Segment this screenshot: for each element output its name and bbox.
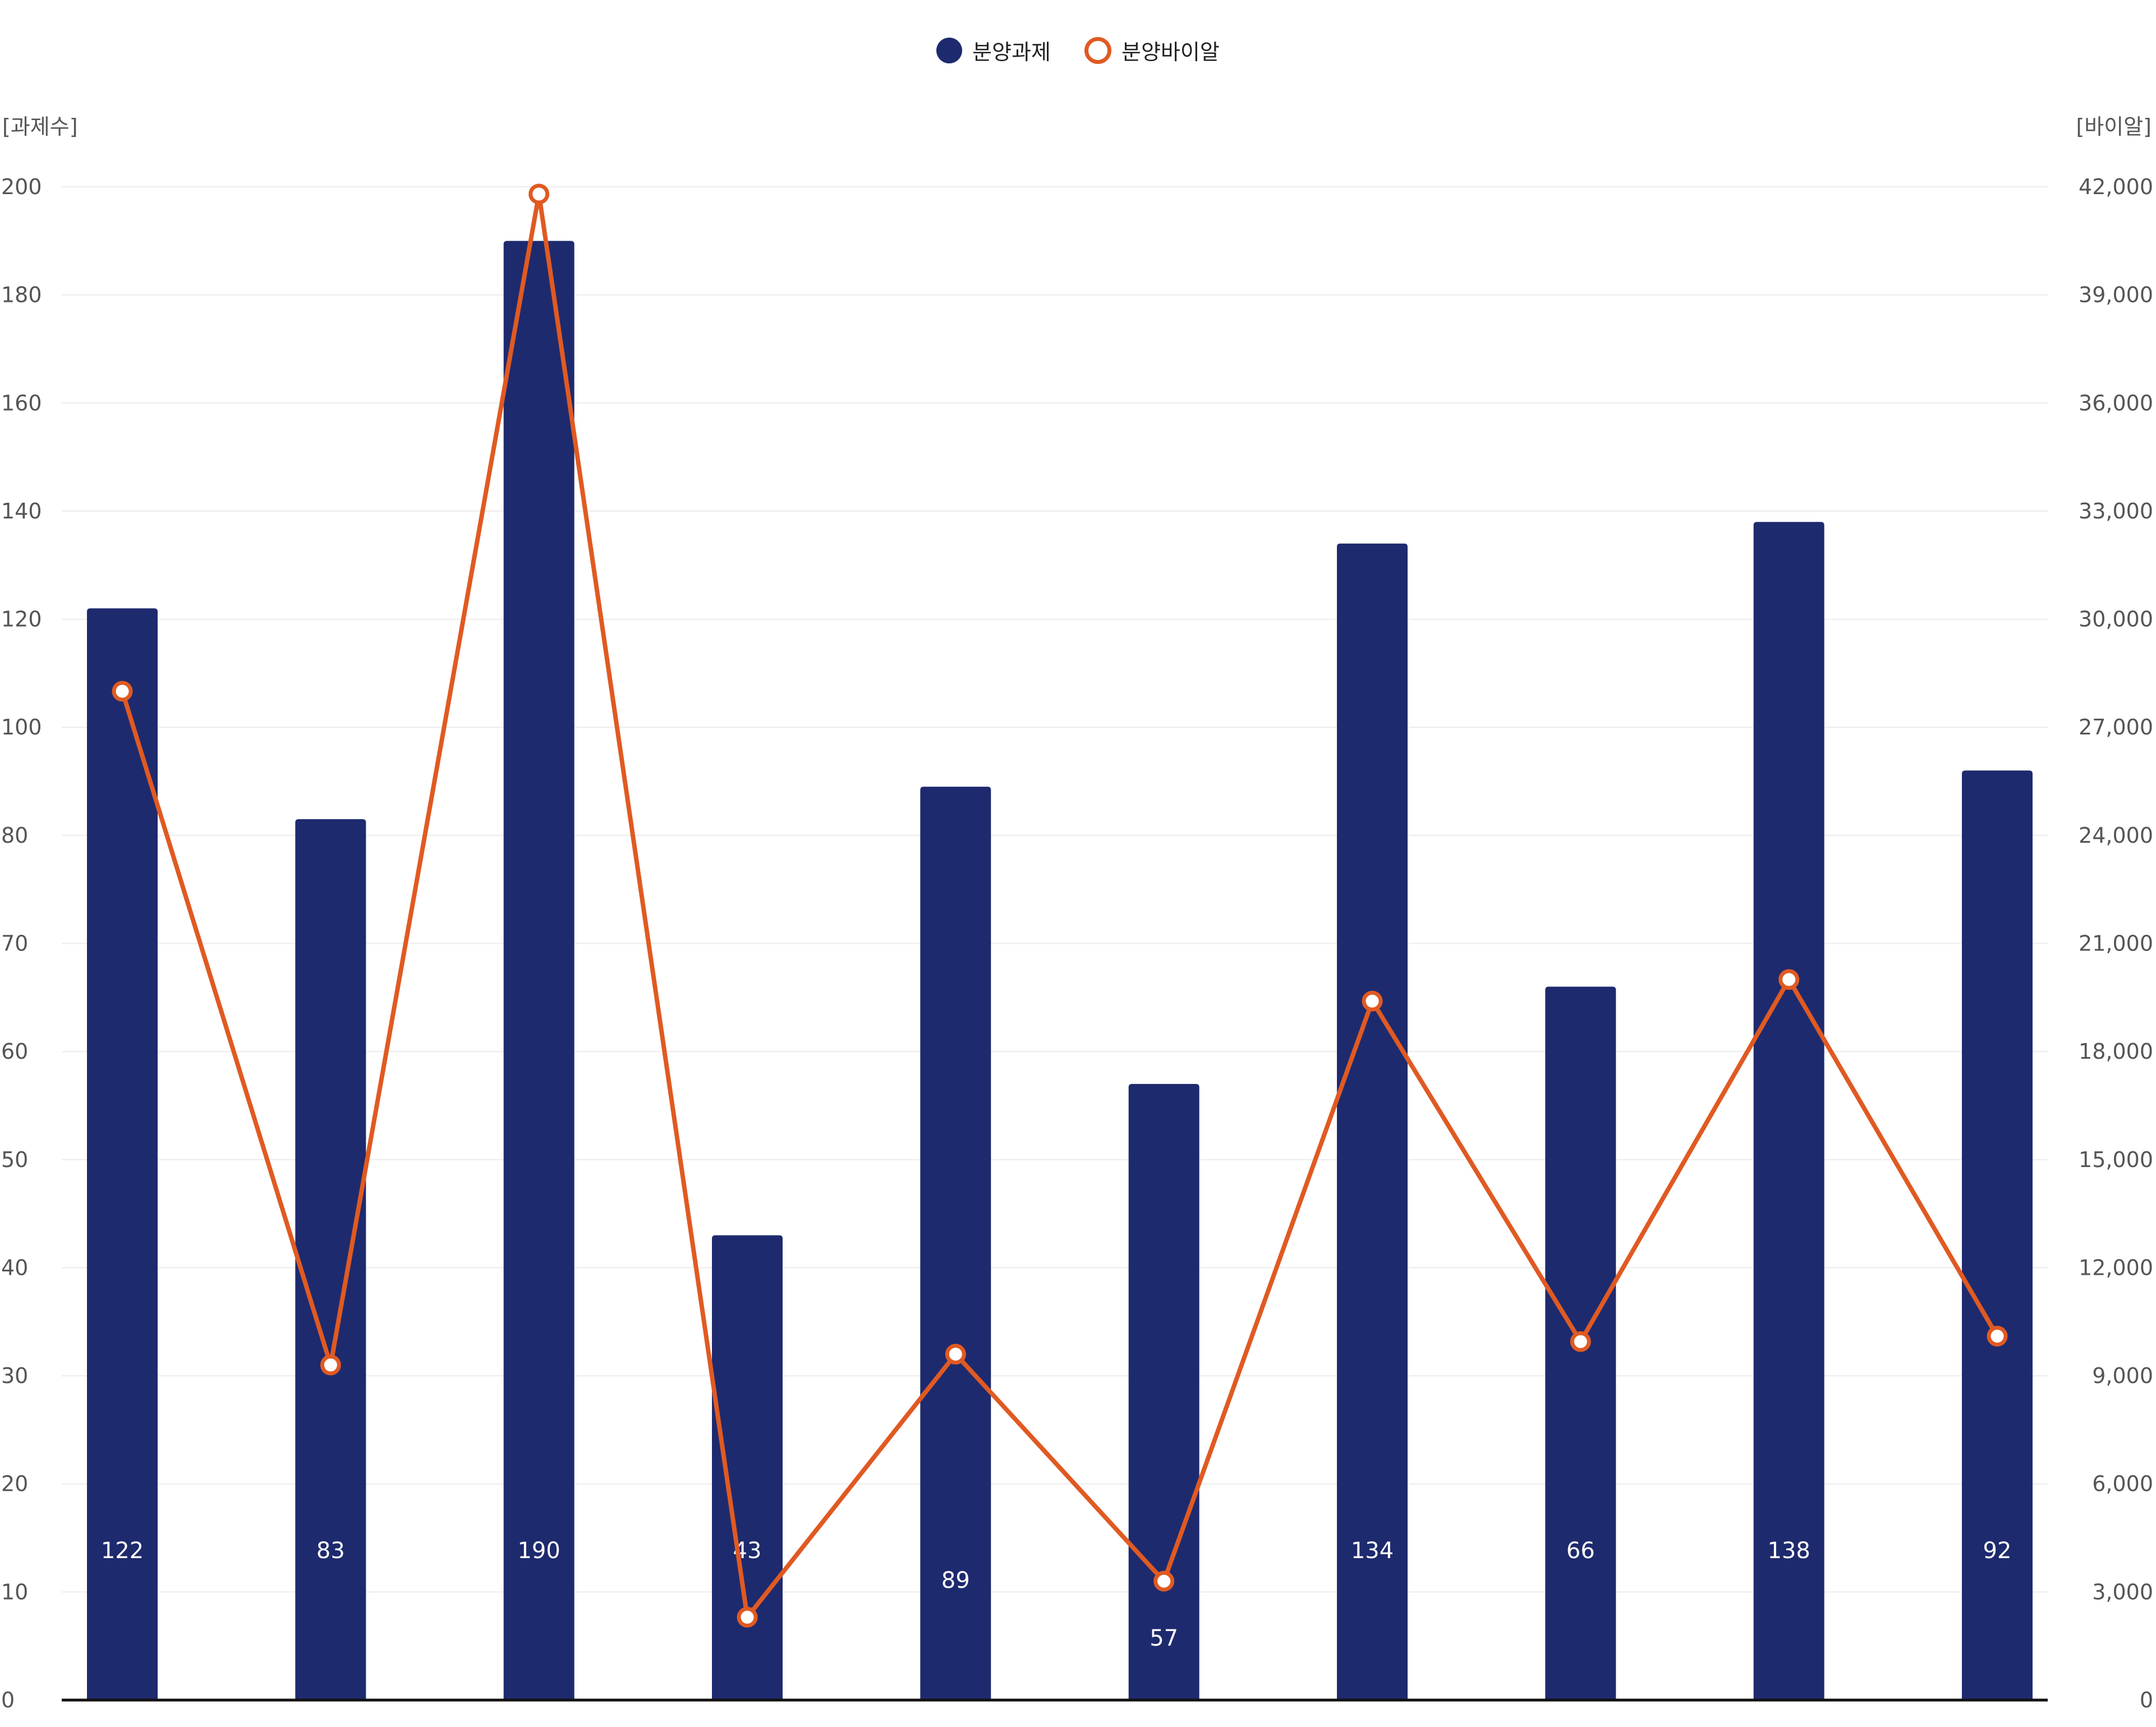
left-axis-ticks: 0 10 20 30 40 50 60 70 80 100 120 140 160 180 200 <box>1 174 42 1712</box>
legend-label-projects: 분양과제 <box>972 40 1051 65</box>
left-tick-label: 200 <box>1 174 42 199</box>
line-point <box>1153 1570 1175 1592</box>
bar-value-label: 138 <box>1767 1538 1810 1564</box>
left-tick-label: 10 <box>1 1579 28 1604</box>
bar-value-label: 134 <box>1351 1538 1394 1564</box>
line-points <box>112 183 2008 1628</box>
right-tick-label: 18,000 <box>2079 1039 2153 1064</box>
right-tick-label: 9,000 <box>2092 1363 2153 1388</box>
left-tick-label: 140 <box>1 499 42 523</box>
right-tick-label: 0 <box>2140 1688 2153 1712</box>
left-tick-label: 20 <box>1 1472 28 1496</box>
left-tick-label: 30 <box>1 1363 28 1388</box>
line-point <box>1778 969 1800 990</box>
legend-item-projects: 분양과제 <box>936 35 1051 66</box>
left-tick-label: 50 <box>1 1147 28 1172</box>
legend-line-swatch-icon <box>1084 36 1112 64</box>
legend-bar-swatch-icon <box>936 37 963 63</box>
right-tick-label: 27,000 <box>2079 715 2153 740</box>
line-point <box>1570 1331 1591 1352</box>
bar-value-label: 122 <box>101 1538 144 1564</box>
right-tick-label: 3,000 <box>2092 1579 2153 1604</box>
line-point <box>320 1354 341 1376</box>
bar <box>87 608 158 1700</box>
left-tick-label: 70 <box>1 931 28 956</box>
line-point <box>1362 990 1383 1012</box>
line-series <box>120 191 1999 1620</box>
legend-label-vials: 분양바이알 <box>1121 40 1220 65</box>
left-tick-label: 40 <box>1 1255 28 1280</box>
line-point <box>945 1344 966 1365</box>
left-tick-label: 80 <box>1 823 28 848</box>
bar-value-label: 83 <box>316 1538 345 1564</box>
bar-value-label: 57 <box>1150 1625 1178 1651</box>
bar <box>920 787 991 1700</box>
bar <box>1962 770 2033 1700</box>
right-axis-unit: [바이알] <box>2076 114 2152 139</box>
right-tick-label: 12,000 <box>2079 1255 2153 1280</box>
right-axis-ticks: 0 3,000 6,000 9,000 12,000 15,000 18,000 21,000… <box>2079 174 2153 1712</box>
bar <box>1753 522 1824 1700</box>
bar <box>503 241 574 1700</box>
legend-item-vials: 분양바이알 <box>1084 35 1220 66</box>
bar-value-label: 66 <box>1566 1538 1595 1564</box>
right-tick-label: 15,000 <box>2079 1147 2153 1172</box>
bar <box>295 819 366 1700</box>
left-axis-unit: [과제수] <box>2 114 78 139</box>
right-tick-label: 30,000 <box>2079 607 2153 632</box>
right-tick-label: 24,000 <box>2079 823 2153 848</box>
bar-series <box>87 241 2033 1700</box>
vials-line <box>120 191 1999 1620</box>
gridlines <box>62 186 2048 1593</box>
bar-value-label: 190 <box>517 1538 560 1564</box>
line-point <box>112 681 133 702</box>
right-tick-label: 36,000 <box>2079 391 2153 415</box>
right-tick-label: 42,000 <box>2079 174 2153 199</box>
left-tick-label: 160 <box>1 391 42 415</box>
left-tick-label: 100 <box>1 715 42 740</box>
right-tick-label: 33,000 <box>2079 499 2153 523</box>
left-tick-label: 180 <box>1 283 42 307</box>
line-point <box>528 183 550 205</box>
legend: 분양과제 분양바이알 <box>0 35 2156 66</box>
right-tick-label: 39,000 <box>2079 283 2153 307</box>
bar <box>712 1235 783 1700</box>
line-point <box>1987 1325 2008 1347</box>
bar-value-label: 89 <box>941 1568 970 1593</box>
bar <box>1337 543 1408 1700</box>
left-tick-label: 60 <box>1 1039 28 1064</box>
bar <box>1128 1083 1199 1700</box>
line-point <box>737 1606 758 1628</box>
left-tick-label: 0 <box>1 1688 15 1712</box>
left-tick-label: 120 <box>1 607 42 632</box>
right-tick-label: 21,000 <box>2079 931 2153 956</box>
bar-value-label: 92 <box>1983 1538 2012 1564</box>
right-tick-label: 6,000 <box>2092 1472 2153 1496</box>
